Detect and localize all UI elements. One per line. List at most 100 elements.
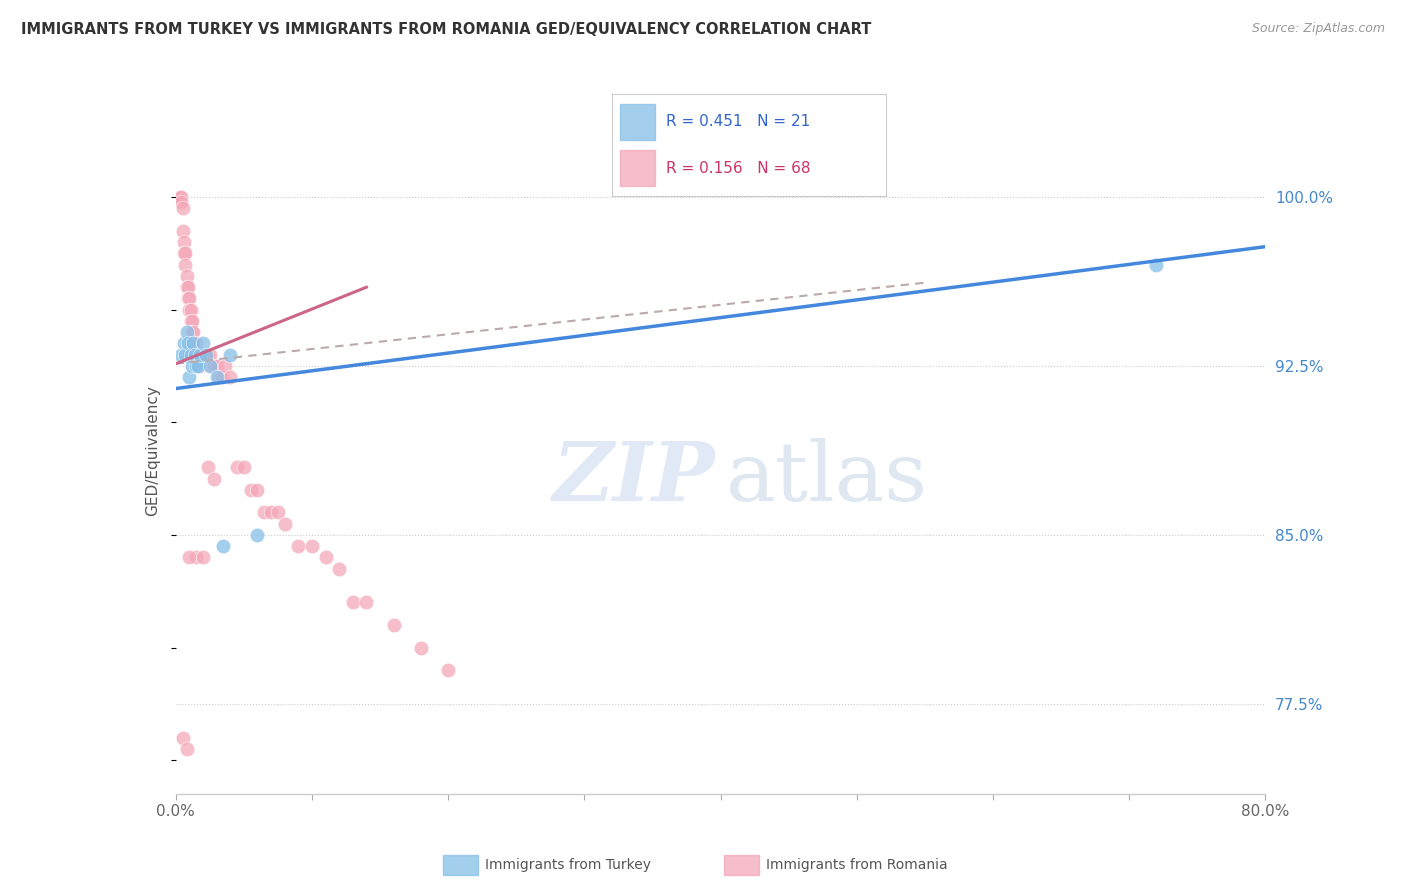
Point: [191, 348, 214, 362]
Point: [197, 348, 219, 362]
Point: [179, 550, 201, 565]
Point: [179, 370, 201, 384]
Point: [226, 460, 249, 475]
Point: [253, 505, 276, 519]
Point: [184, 348, 207, 362]
Point: [177, 292, 200, 306]
Point: [172, 731, 194, 745]
Point: [179, 302, 201, 317]
Point: [342, 595, 364, 609]
Point: [194, 348, 217, 362]
Point: [188, 348, 211, 362]
Point: [198, 348, 221, 362]
Point: [287, 539, 309, 553]
Point: [211, 370, 233, 384]
Point: [214, 359, 236, 373]
Point: [188, 359, 211, 373]
Point: [186, 550, 208, 565]
Point: [170, 190, 193, 204]
Point: [186, 359, 208, 373]
Point: [179, 292, 201, 306]
Point: [260, 505, 283, 519]
Point: [181, 359, 204, 373]
Point: [183, 325, 205, 339]
Point: [201, 359, 224, 373]
Point: [301, 539, 323, 553]
Point: [173, 235, 195, 249]
Point: [195, 348, 218, 362]
Point: [174, 348, 197, 362]
Text: Source: ZipAtlas.com: Source: ZipAtlas.com: [1251, 22, 1385, 36]
Point: [181, 325, 204, 339]
Point: [208, 370, 231, 384]
Point: [173, 246, 195, 260]
Point: [174, 246, 197, 260]
Point: [183, 336, 205, 351]
Point: [205, 370, 228, 384]
Point: [437, 663, 460, 677]
Text: atlas: atlas: [725, 438, 928, 518]
Point: [172, 202, 194, 216]
Point: [190, 348, 212, 362]
Bar: [620, 104, 655, 140]
Point: [180, 348, 202, 362]
Point: [191, 550, 214, 565]
Point: [186, 348, 208, 362]
Point: [184, 336, 207, 351]
Point: [198, 359, 221, 373]
Point: [219, 348, 242, 362]
Point: [246, 483, 269, 497]
Point: [328, 562, 350, 576]
Bar: [724, 855, 759, 875]
Point: [180, 314, 202, 328]
Point: [183, 336, 205, 351]
Point: [239, 483, 262, 497]
Point: [1144, 258, 1167, 272]
Point: [176, 325, 198, 339]
Point: [274, 516, 297, 531]
Point: [177, 280, 200, 294]
Point: [177, 336, 200, 351]
Point: [188, 348, 211, 362]
Text: R = 0.451   N = 21: R = 0.451 N = 21: [666, 114, 811, 129]
Text: Immigrants from Turkey: Immigrants from Turkey: [485, 858, 651, 872]
Point: [174, 258, 197, 272]
Point: [191, 336, 214, 351]
Point: [176, 280, 198, 294]
Y-axis label: GED/Equivalency: GED/Equivalency: [145, 385, 160, 516]
Bar: [443, 855, 478, 875]
Text: R = 0.156   N = 68: R = 0.156 N = 68: [666, 161, 811, 176]
Point: [219, 370, 242, 384]
Point: [187, 348, 209, 362]
Text: Immigrants from Romania: Immigrants from Romania: [766, 858, 948, 872]
Point: [356, 595, 378, 609]
Point: [202, 472, 225, 486]
Point: [193, 348, 215, 362]
Point: [246, 528, 269, 542]
Point: [382, 618, 405, 632]
Point: [232, 460, 254, 475]
Point: [200, 359, 222, 373]
Point: [186, 348, 209, 362]
Point: [212, 539, 235, 553]
Text: ZIP: ZIP: [553, 438, 716, 518]
Point: [315, 550, 337, 565]
Point: [186, 336, 208, 351]
Point: [184, 336, 207, 351]
Point: [176, 742, 198, 756]
Point: [409, 640, 432, 655]
Point: [173, 336, 195, 351]
Point: [267, 505, 290, 519]
Text: IMMIGRANTS FROM TURKEY VS IMMIGRANTS FROM ROMANIA GED/EQUIVALENCY CORRELATION CH: IMMIGRANTS FROM TURKEY VS IMMIGRANTS FRO…: [21, 22, 872, 37]
Point: [172, 224, 194, 238]
Point: [170, 348, 193, 362]
Point: [181, 314, 204, 328]
Point: [176, 268, 198, 283]
Bar: [620, 150, 655, 186]
Point: [194, 348, 217, 362]
Point: [202, 359, 225, 373]
Point: [170, 194, 193, 209]
Point: [169, 190, 191, 204]
Point: [205, 359, 228, 373]
Point: [180, 302, 202, 317]
